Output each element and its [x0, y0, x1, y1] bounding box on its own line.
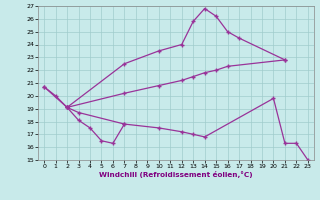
X-axis label: Windchill (Refroidissement éolien,°C): Windchill (Refroidissement éolien,°C) [99, 171, 253, 178]
